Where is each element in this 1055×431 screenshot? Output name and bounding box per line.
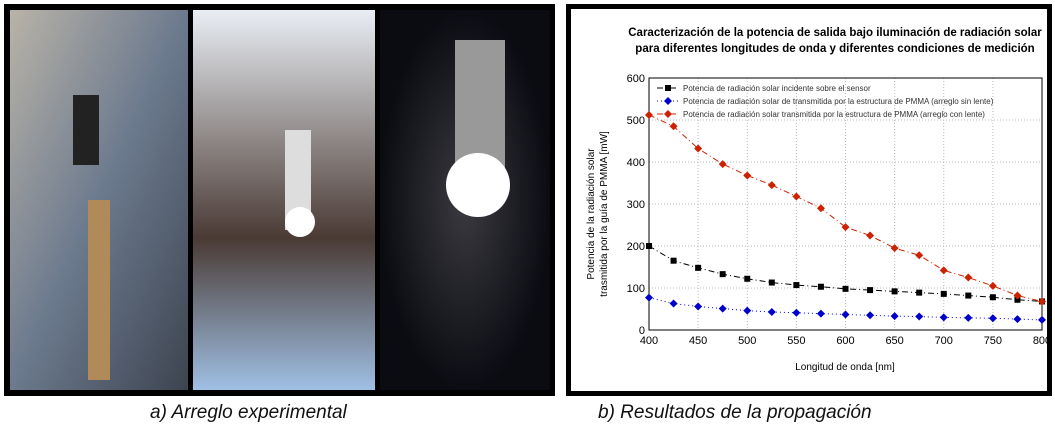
x-tick-label: 800 (1033, 335, 1051, 347)
legend-label: Potencia de radiación solar incidente so… (683, 84, 871, 93)
x-tick-label: 750 (984, 335, 1002, 347)
marker (965, 293, 971, 299)
marker (916, 290, 922, 296)
marker (720, 271, 726, 277)
marker (843, 286, 849, 292)
y-tick-label: 500 (627, 115, 645, 127)
legend-label: Potencia de radiación solar transmitida … (683, 110, 985, 119)
legend-label: Potencia de radiación solar de transmiti… (683, 97, 994, 106)
marker (744, 276, 750, 282)
y-tick-label: 300 (627, 199, 645, 211)
chart-subtitle: para diferentes longitudes de onda y dif… (635, 43, 1034, 55)
x-tick-label: 600 (836, 335, 854, 347)
x-tick-label: 450 (689, 335, 707, 347)
marker (793, 282, 799, 288)
caption-left: a) Arreglo experimental (150, 402, 347, 424)
caption-right: b) Resultados de la propagación (598, 402, 872, 424)
figure: Caracterización de la potencia de salida… (0, 0, 1055, 400)
marker (646, 243, 652, 249)
photo-light (446, 153, 510, 217)
page: {"captions":{"left":"a) Arreglo experime… (0, 0, 1055, 431)
x-tick-label: 400 (640, 335, 658, 347)
y-axis-label: Potencia de la radiación solar (586, 148, 597, 280)
marker (941, 291, 947, 297)
y-tick-label: 100 (627, 283, 645, 295)
photo-light (285, 207, 315, 237)
x-tick-label: 650 (885, 335, 903, 347)
y-tick-label: 600 (627, 73, 645, 85)
marker (892, 288, 898, 294)
photo-sensor (73, 95, 99, 165)
x-tick-label: 700 (935, 335, 953, 347)
photo-guide (88, 200, 110, 380)
x-tick-label: 500 (738, 335, 756, 347)
y-tick-label: 400 (627, 157, 645, 169)
y-axis-label: trasmitida por la guía de PMMA [mW] (599, 131, 610, 297)
y-tick-label: 200 (627, 241, 645, 253)
marker (671, 258, 677, 264)
chart-title: Caracterización de la potencia de salida… (628, 27, 1042, 39)
marker (665, 85, 671, 91)
x-tick-label: 550 (787, 335, 805, 347)
marker (867, 287, 873, 293)
photo-view (193, 10, 375, 390)
marker (695, 265, 701, 271)
marker (769, 280, 775, 286)
marker (990, 294, 996, 300)
marker (818, 284, 824, 290)
x-axis-label: Longitud de onda [nm] (795, 362, 895, 373)
